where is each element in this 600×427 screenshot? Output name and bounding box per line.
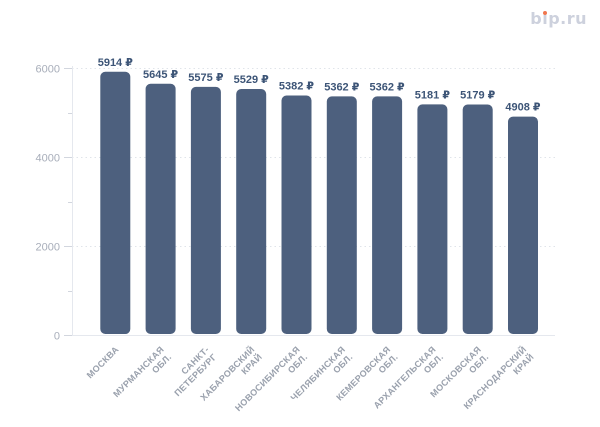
bar-value-label: 4908 ₽ — [505, 102, 541, 114]
x-axis-label: МУРМАНСКАЯОБЛ. — [111, 344, 173, 406]
bar[interactable] — [508, 116, 538, 334]
logo-text: p.ru — [548, 9, 587, 28]
bar[interactable] — [145, 83, 176, 334]
bar[interactable] — [281, 95, 312, 335]
y-axis-label: 6000 — [36, 64, 60, 76]
logo-text: b — [530, 9, 543, 28]
bar-value-label: 5645 ₽ — [143, 69, 179, 81]
y-axis-label: 0 — [54, 331, 60, 343]
x-axis-label: МОСКВА — [85, 344, 121, 380]
bar-value-label: 5362 ₽ — [324, 81, 360, 93]
bar-value-label: 5382 ₽ — [279, 81, 315, 93]
y-axis-label: 4000 — [36, 153, 60, 165]
site-logo: bıp.ru — [530, 9, 587, 28]
bar[interactable] — [417, 104, 448, 335]
bar-value-label: 5914 ₽ — [98, 57, 134, 69]
bar-value-label: 5575 ₽ — [188, 72, 224, 84]
bar[interactable] — [190, 86, 221, 335]
logo-i-dot: ı — [542, 9, 549, 28]
bar[interactable] — [462, 104, 493, 335]
bar-value-label: 5179 ₽ — [460, 90, 496, 102]
bar-value-label: 5362 ₽ — [370, 81, 406, 93]
bar[interactable] — [326, 96, 357, 335]
bar[interactable] — [236, 89, 267, 334]
bar-value-label: 5181 ₽ — [415, 89, 451, 101]
y-axis-label: 2000 — [36, 242, 60, 254]
bar-value-label: 5529 ₽ — [234, 74, 270, 86]
bar[interactable] — [100, 71, 131, 335]
bar[interactable] — [372, 96, 403, 335]
